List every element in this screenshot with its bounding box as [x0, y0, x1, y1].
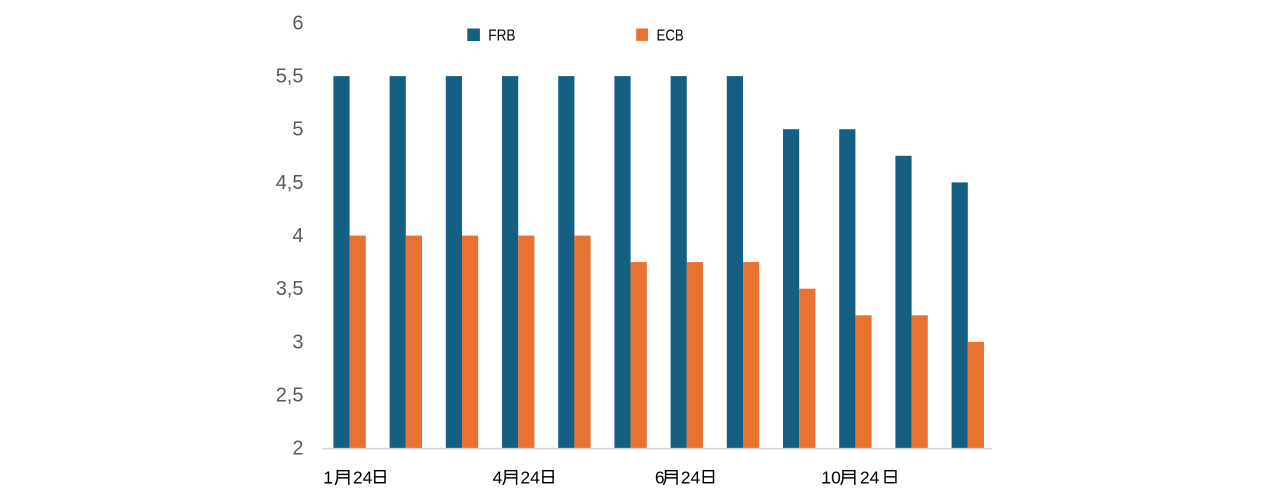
svg-text:4: 4	[493, 468, 503, 488]
svg-text:6: 6	[292, 12, 303, 34]
svg-text:10: 10	[821, 468, 841, 488]
svg-text:2: 2	[292, 438, 303, 460]
svg-text:1: 1	[323, 468, 333, 488]
svg-text:4: 4	[292, 225, 303, 247]
svg-text:24: 24	[860, 468, 880, 488]
svg-text:6: 6	[655, 468, 665, 488]
svg-text:ECB: ECB	[657, 28, 684, 45]
svg-text:2,5: 2,5	[276, 385, 304, 407]
svg-text:5: 5	[292, 119, 303, 141]
svg-text:24: 24	[520, 468, 540, 488]
svg-text:FRB: FRB	[488, 28, 515, 45]
svg-text:24: 24	[681, 468, 701, 488]
svg-text:4,5: 4,5	[276, 172, 304, 194]
svg-text:5,5: 5,5	[276, 66, 304, 88]
svg-text:3: 3	[292, 331, 303, 353]
svg-text:3,5: 3,5	[276, 278, 304, 300]
svg-text:24: 24	[353, 468, 373, 488]
